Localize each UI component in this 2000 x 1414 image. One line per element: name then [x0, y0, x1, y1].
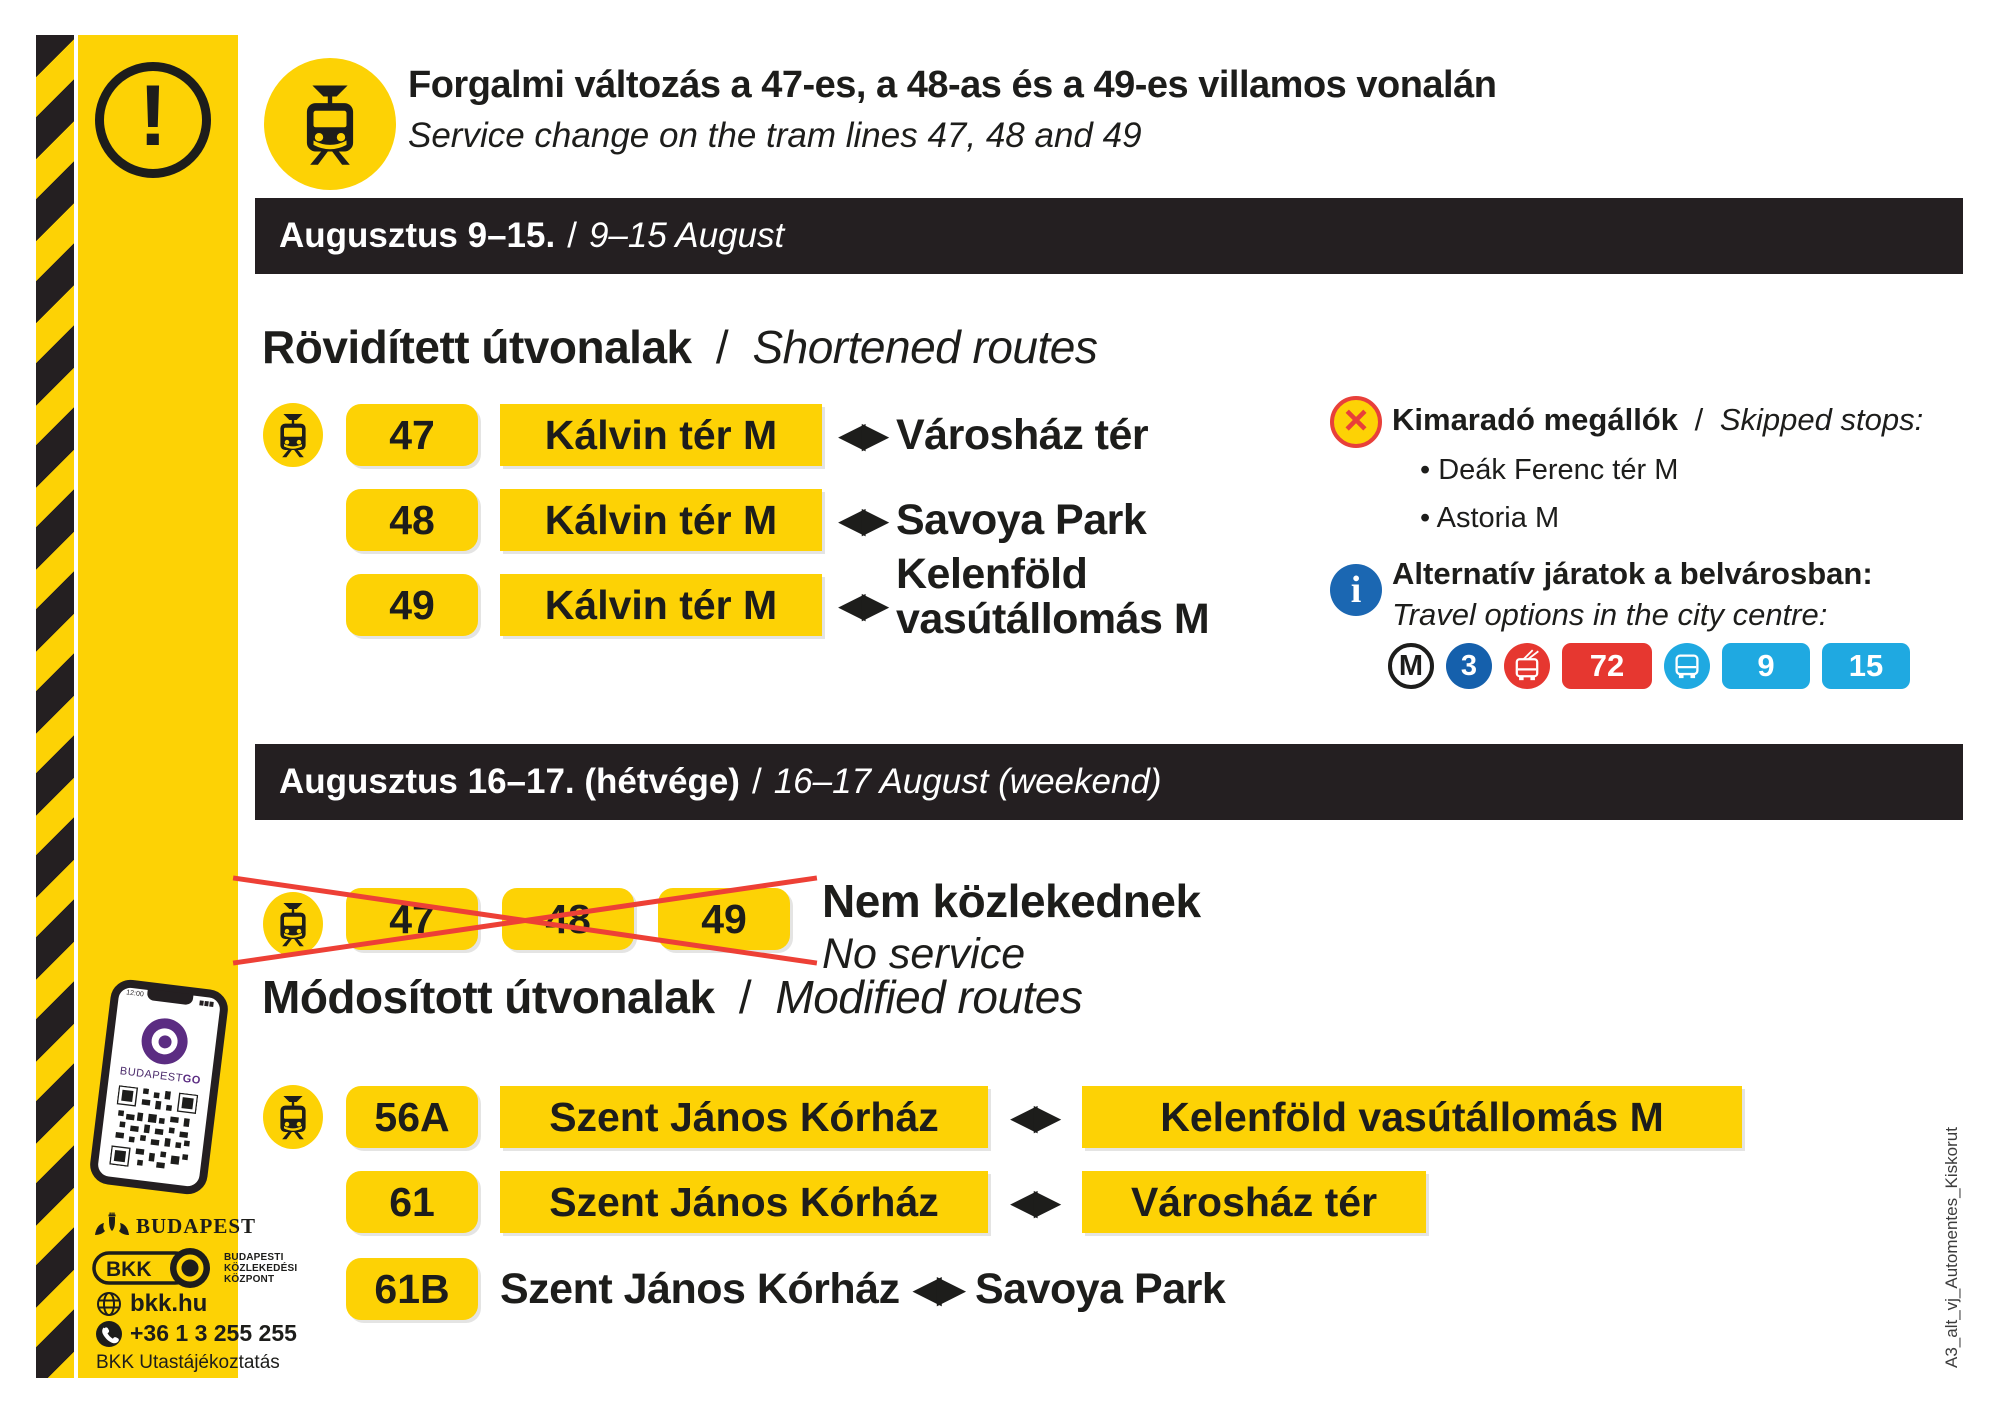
tram-icon [297, 83, 363, 165]
period1-en: 9–15 August [588, 216, 785, 255]
stop-box: Kálvin tér M [500, 574, 822, 636]
bidirectional-arrow-icon: ◀▶ [838, 499, 889, 540]
tram-row-icon [263, 1085, 323, 1149]
alternative-services: M 3 72 9 15 [1388, 643, 1910, 689]
warning-exclamation-icon: ! [95, 62, 211, 178]
period1-hu: Augusztus 9–15. [279, 216, 556, 255]
bus-icon [1664, 643, 1710, 689]
destination: Savoya Park [896, 495, 1147, 544]
phone-icon [96, 1321, 122, 1347]
poster-title-en: Service change on the tram lines 47, 48 … [408, 116, 1142, 155]
info-icon: i [1330, 564, 1382, 616]
stop-box: Kálvin tér M [500, 404, 822, 466]
svg-text:BKK: BKK [106, 1258, 152, 1281]
trolleybus-icon [1504, 643, 1550, 689]
route-badge-49: 49 [346, 574, 478, 636]
budapest-crest-icon [92, 1212, 132, 1240]
separator: / [567, 216, 577, 255]
destination-two-line: Kelenföld vasútállomás M [896, 550, 1210, 643]
skipped-stops-list: Deák Ferenc tér M Astoria M [1420, 446, 1679, 542]
website-row: bkk.hu [96, 1290, 207, 1318]
tram-icon [275, 412, 311, 458]
red-cross-out [232, 875, 818, 966]
bus-15-badge: 15 [1822, 643, 1910, 689]
budapestgo-logo [138, 1015, 191, 1067]
metro-line-3-badge: 3 [1446, 643, 1492, 689]
route-badge-61B: 61B [346, 1258, 478, 1320]
budapest-city-logo: BUDAPEST [92, 1212, 256, 1240]
stop-box: Szent János Kórház [500, 1171, 988, 1233]
bidirectional-arrow-icon: ◀▶ [838, 584, 889, 625]
alternatives-heading-hu: Alternatív járatok a belvárosban: [1392, 556, 1873, 591]
destination: Városház tér [896, 410, 1149, 459]
tram-icon-circle [264, 58, 396, 190]
exclamation-glyph: ! [138, 68, 168, 164]
period-bar-2: Augusztus 16–17. (hétvége) / 16–17 Augus… [255, 744, 1963, 820]
metro-logo-icon: M [1388, 643, 1434, 689]
skipped-stops-heading: Kimaradó megállók / Skipped stops: [1392, 402, 1924, 437]
tram-row-icon [263, 403, 323, 467]
section-shortened-heading: Rövidített útvonalak / Shortened routes [262, 321, 1098, 373]
no-service-hu: Nem közlekednek [822, 875, 1201, 927]
bus-glyph [1672, 651, 1702, 681]
budapestgo-phone-mockup: 12:00 BUDAPESTGO [87, 977, 231, 1197]
trolleybus-72-badge: 72 [1562, 643, 1652, 689]
print-file-label: A3_alt_vj_Automentes_Kiskorut [1942, 1127, 1961, 1368]
period2-en: 16–17 August (weekend) [773, 762, 1162, 801]
bidirectional-arrow-icon: ◀▶ [1010, 1181, 1061, 1222]
phone-clock: 12:00 [125, 989, 145, 999]
bidirectional-arrow-icon: ◀▶ [1010, 1096, 1061, 1137]
no-service-en: No service [822, 930, 1026, 978]
website-url: bkk.hu [130, 1290, 208, 1317]
period-bar-1: Augusztus 9–15. / 9–15 August [255, 198, 1963, 274]
skipped-stop: Astoria M [1420, 494, 1678, 542]
globe-icon [96, 1291, 122, 1317]
bkk-org-name: BUDAPESTI KÖZLEKEDÉSI KÖZPONT [224, 1251, 298, 1285]
bkk-logo: BKK BUDAPESTI KÖZLEKEDÉSI KÖZPONT [92, 1246, 297, 1290]
tram-row-icon [263, 892, 323, 956]
trolleybus-glyph [1512, 649, 1542, 683]
stop-box: Kelenföld vasútállomás M [1082, 1086, 1742, 1148]
stop-box: Városház tér [1082, 1171, 1426, 1233]
phone-status-icons [199, 1000, 214, 1008]
route-badge-56A: 56A [346, 1086, 478, 1148]
bidirectional-arrow-icon: ◀▶ [913, 1268, 965, 1309]
skipped-stops-icon: × [1330, 396, 1382, 448]
period2-hu: Augusztus 16–17. (hétvége) [279, 762, 740, 801]
section-modified-heading: Módosított útvonalak / Modified routes [262, 971, 1083, 1023]
info-caption: BKK Utastájékoztatás [96, 1352, 280, 1373]
alternatives-heading-en: Travel options in the city centre: [1392, 597, 1828, 632]
stop-box: Szent János Kórház [500, 1086, 988, 1148]
stop-box: Kálvin tér M [500, 489, 822, 551]
budapestgo-wordmark: BUDAPESTGO [119, 1065, 202, 1087]
skipped-stop: Deák Ferenc tér M [1420, 446, 1678, 494]
route-badge-48: 48 [346, 489, 478, 551]
hazard-stripe-band [36, 35, 74, 1378]
qr-code [109, 1085, 198, 1174]
route-badge-61: 61 [346, 1171, 478, 1233]
cross-glyph: × [1343, 396, 1369, 443]
bus-9-badge: 9 [1722, 643, 1810, 689]
separator: / [751, 762, 762, 801]
phone-notch [146, 988, 194, 1006]
bidirectional-arrow-icon: ◀▶ [838, 414, 889, 455]
route-badge-47: 47 [346, 404, 478, 466]
budapest-wordmark: BUDAPEST [136, 1213, 257, 1238]
route-61B-description: Szent János Kórház ◀▶ Savoya Park [500, 1258, 1226, 1320]
phone-row: +36 1 3 255 255 [96, 1320, 297, 1347]
bkk-logo-mark: BKK [92, 1248, 210, 1288]
poster-title-hu: Forgalmi változás a 47-es, a 48-as és a … [408, 64, 1497, 106]
tram-icon [275, 1094, 311, 1140]
phone-number: +36 1 3 255 255 [130, 1320, 297, 1346]
